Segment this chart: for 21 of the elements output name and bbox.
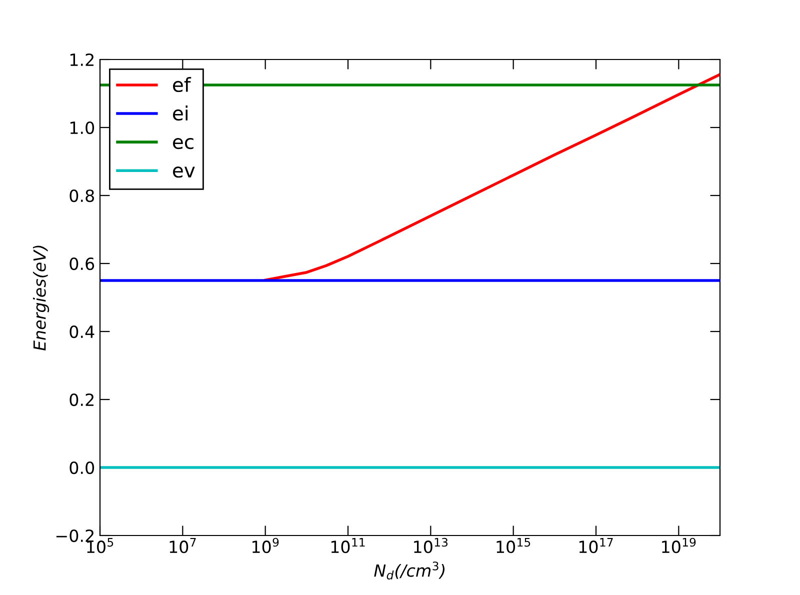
y-axis-title: Energies(eV)	[32, 246, 50, 351]
x-tick-label: 10$^{9}$	[252, 538, 279, 554]
x-tick-label: 10$^{13}$	[414, 538, 448, 554]
x-tick-label: 10$^{11}$	[331, 538, 365, 554]
x-axis-title: N$_{d}$(/cm$^{3}$)	[374, 562, 445, 580]
legend-label: ef	[173, 77, 192, 92]
x-tick-label: 10$^{7}$	[170, 538, 196, 554]
y-tick-label: 0.6	[70, 257, 94, 270]
x-tick-label: 10$^{15}$	[496, 538, 530, 554]
x-tick-label: 10$^{19}$	[662, 538, 696, 554]
y-tick-label: 1.2	[70, 53, 94, 66]
y-tick-label: −0.2	[56, 529, 94, 542]
legend-label: ei	[173, 106, 188, 121]
x-tick-label: 10$^{17}$	[579, 538, 613, 554]
y-tick-label: 0.4	[70, 325, 94, 338]
legend-label: ec	[173, 138, 194, 150]
y-tick-label: 0.0	[70, 461, 94, 474]
y-tick-label: 0.8	[70, 189, 94, 202]
y-tick-label: 0.2	[70, 393, 94, 406]
legend-label: ev	[173, 166, 195, 178]
y-tick-label: 1.0	[70, 121, 94, 134]
